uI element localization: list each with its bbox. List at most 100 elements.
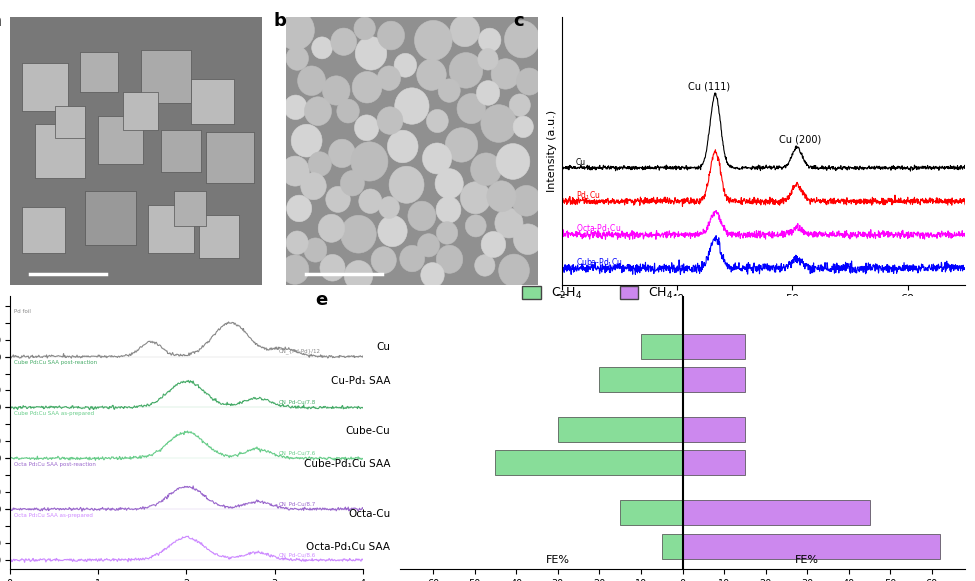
Text: Cube-Pd$_1$Cu: Cube-Pd$_1$Cu bbox=[576, 256, 623, 269]
Circle shape bbox=[354, 17, 375, 40]
Bar bbox=[22, 207, 65, 253]
Bar bbox=[207, 132, 254, 183]
Bar bbox=[682, 500, 870, 525]
Bar bbox=[199, 215, 239, 258]
Circle shape bbox=[512, 185, 541, 216]
Text: Cu: Cu bbox=[576, 158, 586, 167]
Circle shape bbox=[509, 94, 530, 116]
Bar bbox=[682, 367, 745, 392]
Bar bbox=[641, 333, 682, 358]
Circle shape bbox=[352, 71, 382, 103]
Circle shape bbox=[318, 214, 344, 242]
Text: Cube Pd₁Cu SAA as-prepared: Cube Pd₁Cu SAA as-prepared bbox=[15, 411, 95, 416]
Circle shape bbox=[421, 263, 445, 288]
Circle shape bbox=[481, 105, 517, 142]
Circle shape bbox=[387, 130, 418, 163]
Circle shape bbox=[481, 231, 506, 257]
Text: c: c bbox=[514, 12, 525, 30]
Text: CN_Pd-Cu/7.8: CN_Pd-Cu/7.8 bbox=[279, 400, 317, 406]
Circle shape bbox=[437, 221, 457, 244]
Circle shape bbox=[426, 109, 448, 132]
Circle shape bbox=[377, 66, 401, 91]
Circle shape bbox=[400, 245, 425, 272]
Bar bbox=[56, 106, 86, 138]
Circle shape bbox=[331, 28, 357, 55]
Circle shape bbox=[436, 197, 461, 223]
Circle shape bbox=[287, 195, 312, 222]
Bar bbox=[174, 191, 207, 226]
Circle shape bbox=[378, 196, 400, 218]
Bar bbox=[22, 63, 67, 111]
Text: b: b bbox=[273, 12, 287, 30]
Bar bbox=[123, 92, 158, 130]
Circle shape bbox=[514, 224, 542, 254]
Circle shape bbox=[504, 21, 539, 58]
Circle shape bbox=[517, 68, 542, 95]
Bar bbox=[682, 333, 745, 358]
Circle shape bbox=[438, 79, 460, 102]
Circle shape bbox=[297, 66, 326, 95]
Circle shape bbox=[355, 115, 378, 141]
Circle shape bbox=[336, 99, 360, 123]
Circle shape bbox=[487, 181, 516, 212]
Bar bbox=[191, 79, 234, 124]
Bar bbox=[600, 367, 682, 392]
Circle shape bbox=[292, 124, 322, 157]
Circle shape bbox=[355, 37, 387, 70]
Circle shape bbox=[491, 59, 520, 89]
Circle shape bbox=[446, 128, 478, 162]
Text: FE%: FE% bbox=[546, 555, 569, 565]
Bar bbox=[86, 191, 136, 245]
Circle shape bbox=[281, 255, 309, 284]
Circle shape bbox=[496, 144, 529, 180]
Circle shape bbox=[308, 152, 332, 176]
Circle shape bbox=[495, 208, 523, 238]
Text: a: a bbox=[0, 12, 2, 30]
Bar bbox=[495, 450, 682, 475]
Circle shape bbox=[479, 28, 501, 52]
Bar bbox=[662, 533, 682, 558]
Text: Pd foil: Pd foil bbox=[15, 309, 31, 314]
Circle shape bbox=[389, 166, 424, 203]
Bar bbox=[682, 450, 745, 475]
Circle shape bbox=[351, 142, 388, 181]
Text: Octa-Pd$_1$Cu: Octa-Pd$_1$Cu bbox=[576, 223, 621, 235]
Text: e: e bbox=[315, 291, 328, 309]
Circle shape bbox=[477, 81, 500, 105]
Circle shape bbox=[471, 153, 501, 185]
Text: FE%: FE% bbox=[796, 555, 819, 565]
Text: Octa Pd₁Cu SAA post-reaction: Octa Pd₁Cu SAA post-reaction bbox=[15, 462, 97, 467]
Circle shape bbox=[344, 260, 372, 290]
Circle shape bbox=[329, 139, 355, 167]
Circle shape bbox=[498, 254, 529, 287]
Text: CN_Pd-Cu/7.6: CN_Pd-Cu/7.6 bbox=[279, 450, 317, 456]
Y-axis label: Intensity (a.u.): Intensity (a.u.) bbox=[547, 110, 557, 192]
Circle shape bbox=[312, 37, 332, 59]
Circle shape bbox=[513, 116, 533, 138]
Circle shape bbox=[394, 53, 416, 77]
Bar bbox=[682, 417, 745, 442]
Circle shape bbox=[359, 189, 382, 213]
Bar bbox=[620, 500, 682, 525]
Circle shape bbox=[323, 76, 350, 105]
Circle shape bbox=[422, 143, 451, 174]
X-axis label: $2\ Theta$ (degrees): $2\ Theta$ (degrees) bbox=[714, 310, 814, 324]
Circle shape bbox=[304, 97, 332, 125]
Bar bbox=[140, 49, 191, 103]
Bar bbox=[682, 533, 940, 558]
Circle shape bbox=[326, 187, 350, 213]
Text: CN_{Pd-Pd}/12: CN_{Pd-Pd}/12 bbox=[279, 349, 321, 354]
Text: Cu (111): Cu (111) bbox=[688, 81, 730, 91]
Circle shape bbox=[300, 173, 327, 200]
Circle shape bbox=[450, 15, 480, 46]
Circle shape bbox=[460, 182, 490, 214]
Circle shape bbox=[408, 201, 436, 231]
Text: Cu (200): Cu (200) bbox=[779, 135, 822, 145]
Circle shape bbox=[414, 20, 452, 60]
Circle shape bbox=[340, 170, 365, 196]
Circle shape bbox=[277, 10, 314, 50]
Bar bbox=[98, 116, 143, 164]
Circle shape bbox=[417, 234, 440, 257]
Circle shape bbox=[320, 254, 345, 281]
Circle shape bbox=[377, 21, 405, 50]
